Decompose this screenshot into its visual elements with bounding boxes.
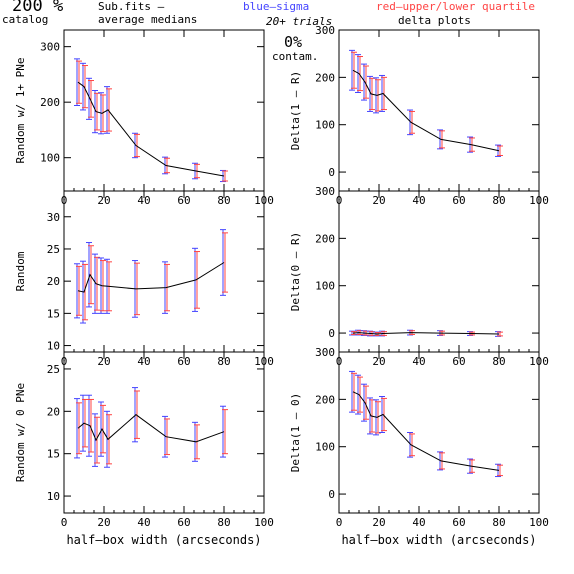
y-tick-label: 20 xyxy=(47,405,60,418)
y-tick-label: 100 xyxy=(315,441,335,454)
header-average-medians: average medians xyxy=(98,13,198,26)
y-tick-label: 300 xyxy=(315,346,335,359)
y-tick-label: 200 xyxy=(315,71,335,84)
y-tick-label: 300 xyxy=(315,24,335,37)
x-tick-label: 40 xyxy=(137,516,150,529)
median-series-line xyxy=(77,414,225,443)
y-axis-label: Random xyxy=(14,251,27,291)
x-tick-label: 60 xyxy=(452,194,465,207)
y-tick-label: 200 xyxy=(315,232,335,245)
x-tick-label: 60 xyxy=(177,516,190,529)
y-tick-label: 100 xyxy=(40,152,60,165)
x-tick-label: 80 xyxy=(492,194,505,207)
x-tick-label: 40 xyxy=(137,355,150,368)
header-trials-label: 20+ trials xyxy=(266,15,333,28)
y-tick-label: 0 xyxy=(328,488,335,501)
plot-frame xyxy=(338,29,540,192)
x-tick-label: 20 xyxy=(97,194,110,207)
y-axis-label: Delta(1 – 0) xyxy=(289,393,302,472)
median-series-line xyxy=(352,69,500,152)
y-axis-label: Delta(0 – R) xyxy=(289,232,302,311)
x-tick-label: 100 xyxy=(529,516,549,529)
plot-frame xyxy=(63,351,265,514)
x-tick-label: 80 xyxy=(217,516,230,529)
x-tick-label: 80 xyxy=(492,516,505,529)
y-tick-label: 100 xyxy=(315,119,335,132)
x-axis-label: half–box width (arcseconds) xyxy=(341,533,536,547)
x-tick-label: 80 xyxy=(217,355,230,368)
y-tick-label: 10 xyxy=(47,490,60,503)
median-series-line xyxy=(352,332,500,335)
plot-frame xyxy=(63,190,265,353)
x-tick-label: 40 xyxy=(412,355,425,368)
x-axis-label: half–box width (arcseconds) xyxy=(66,533,261,547)
header-catalog-label: catalog xyxy=(2,13,49,26)
x-tick-label: 100 xyxy=(254,516,274,529)
panel-bottom-right: 0 20 40 60 80 100 0 100 200 300 Delta(1 – 0) half–b… xyxy=(289,346,549,547)
plot-frame xyxy=(63,29,265,192)
x-tick-label: 60 xyxy=(177,355,190,368)
y-tick-label: 100 xyxy=(315,280,335,293)
y-tick-label: 10 xyxy=(47,340,60,353)
median-series-line xyxy=(77,262,225,293)
x-tick-label: 20 xyxy=(372,516,385,529)
x-tick-label: 20 xyxy=(97,355,110,368)
plot-frame xyxy=(338,190,540,353)
x-tick-label: 40 xyxy=(412,194,425,207)
y-tick-label: 200 xyxy=(315,393,335,406)
median-series-line xyxy=(352,391,500,471)
y-tick-label: 0 xyxy=(328,327,335,340)
y-tick-label: 25 xyxy=(47,363,60,376)
x-tick-label: 20 xyxy=(97,516,110,529)
x-tick-label: 20 xyxy=(372,355,385,368)
y-axis-label: Delta(1 – R) xyxy=(289,71,302,150)
y-tick-label: 300 xyxy=(40,41,60,54)
y-tick-label: 25 xyxy=(47,243,60,256)
x-tick-label: 20 xyxy=(372,194,385,207)
header-legend-sigma: blue–sigma xyxy=(243,0,310,13)
x-tick-label: 0 xyxy=(336,516,343,529)
x-tick-label: 40 xyxy=(412,516,425,529)
x-tick-label: 0 xyxy=(61,516,68,529)
header-contam-value: 0% xyxy=(284,33,303,51)
header-legend-quartile: red–upper/lower quartile xyxy=(376,0,535,13)
y-tick-label: 15 xyxy=(47,307,60,320)
y-tick-label: 30 xyxy=(47,211,60,224)
x-tick-label: 60 xyxy=(177,194,190,207)
panel-bottom-left: 0 20 40 60 80 100 10 15 20 25 Random w/ 0 PNe half–… xyxy=(14,351,274,547)
header-contam-label: contam. xyxy=(272,50,319,63)
x-tick-label: 40 xyxy=(137,194,150,207)
y-axis-label: Random w/ 0 PNe xyxy=(14,383,27,482)
header-file-text: Sub.fits – xyxy=(98,0,165,13)
y-tick-label: 20 xyxy=(47,275,60,288)
x-tick-label: 80 xyxy=(217,194,230,207)
y-tick-label: 300 xyxy=(315,185,335,198)
y-tick-label: 0 xyxy=(328,166,335,179)
y-tick-label: 200 xyxy=(40,96,60,109)
header-delta-title: delta plots xyxy=(398,14,471,27)
x-tick-label: 80 xyxy=(492,355,505,368)
y-axis-label: Random w/ 1+ PNe xyxy=(14,58,27,164)
median-series-line xyxy=(77,81,225,177)
x-tick-label: 60 xyxy=(452,516,465,529)
x-tick-label: 60 xyxy=(452,355,465,368)
header-big-number: 200 % xyxy=(12,0,64,16)
y-tick-label: 15 xyxy=(47,448,60,461)
